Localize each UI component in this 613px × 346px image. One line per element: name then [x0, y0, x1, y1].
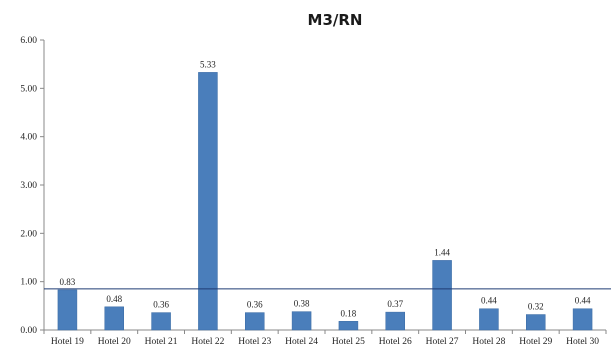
bar [57, 289, 78, 331]
x-tick-label: Hotel 19 [51, 337, 84, 346]
bar [291, 311, 312, 331]
data-label: 0.83 [60, 277, 76, 287]
data-label: 0.38 [294, 299, 310, 309]
data-label: 0.44 [481, 296, 497, 306]
data-label: 0.36 [153, 300, 169, 310]
bar [104, 306, 124, 331]
y-tick-label: 2.00 [20, 229, 37, 239]
bar [338, 321, 359, 331]
x-tick-label: Hotel 21 [145, 337, 178, 346]
chart-title: M3/RN [308, 11, 363, 29]
bar [572, 308, 593, 331]
x-tick-label: Hotel 25 [332, 337, 365, 346]
y-tick-label: 5.00 [20, 84, 37, 94]
x-tick-label: Hotel 29 [519, 337, 552, 346]
bar [479, 308, 499, 331]
x-axis: Hotel 19 Hotel 20 Hotel 21 Hotel 22 Hotel 23… [43, 329, 607, 346]
x-tick-label: Hotel 20 [98, 337, 131, 346]
data-label: 0.44 [575, 296, 591, 306]
bar [385, 311, 405, 331]
y-tick-label: 6.00 [20, 36, 37, 46]
bar [245, 312, 265, 331]
bar [198, 72, 218, 331]
data-label: 0.37 [387, 299, 403, 309]
data-label: 5.33 [200, 59, 216, 69]
x-tick-label: Hotel 28 [472, 337, 505, 346]
bar [432, 260, 452, 331]
bars [57, 72, 593, 331]
data-label: 0.48 [106, 294, 122, 304]
data-label: 0.32 [528, 302, 544, 312]
x-tick-label: Hotel 26 [379, 337, 412, 346]
data-label: 0.18 [341, 308, 357, 318]
x-tick-label: Hotel 23 [238, 337, 271, 346]
x-tick-label: Hotel 24 [285, 337, 318, 346]
bar [151, 312, 171, 331]
y-tick-label: 3.00 [20, 181, 37, 191]
y-tick-label: 4.00 [20, 133, 37, 143]
x-tick-label: Hotel 22 [191, 337, 224, 346]
x-tick-label: Hotel 30 [566, 337, 599, 346]
data-labels: 0.83 0.48 0.36 5.33 0.36 0.38 0.18 0.37 1.44 0.44… [60, 59, 591, 318]
y-tick-label: 1.00 [20, 278, 37, 288]
data-label: 0.36 [247, 300, 263, 310]
data-label: 1.44 [434, 247, 450, 257]
bar [526, 314, 546, 331]
x-tick-label: Hotel 27 [426, 337, 459, 346]
y-tick-label: 0.00 [20, 326, 37, 336]
y-axis: 0.00 1.00 2.00 3.00 4.00 5.00 6.00 [20, 36, 45, 336]
